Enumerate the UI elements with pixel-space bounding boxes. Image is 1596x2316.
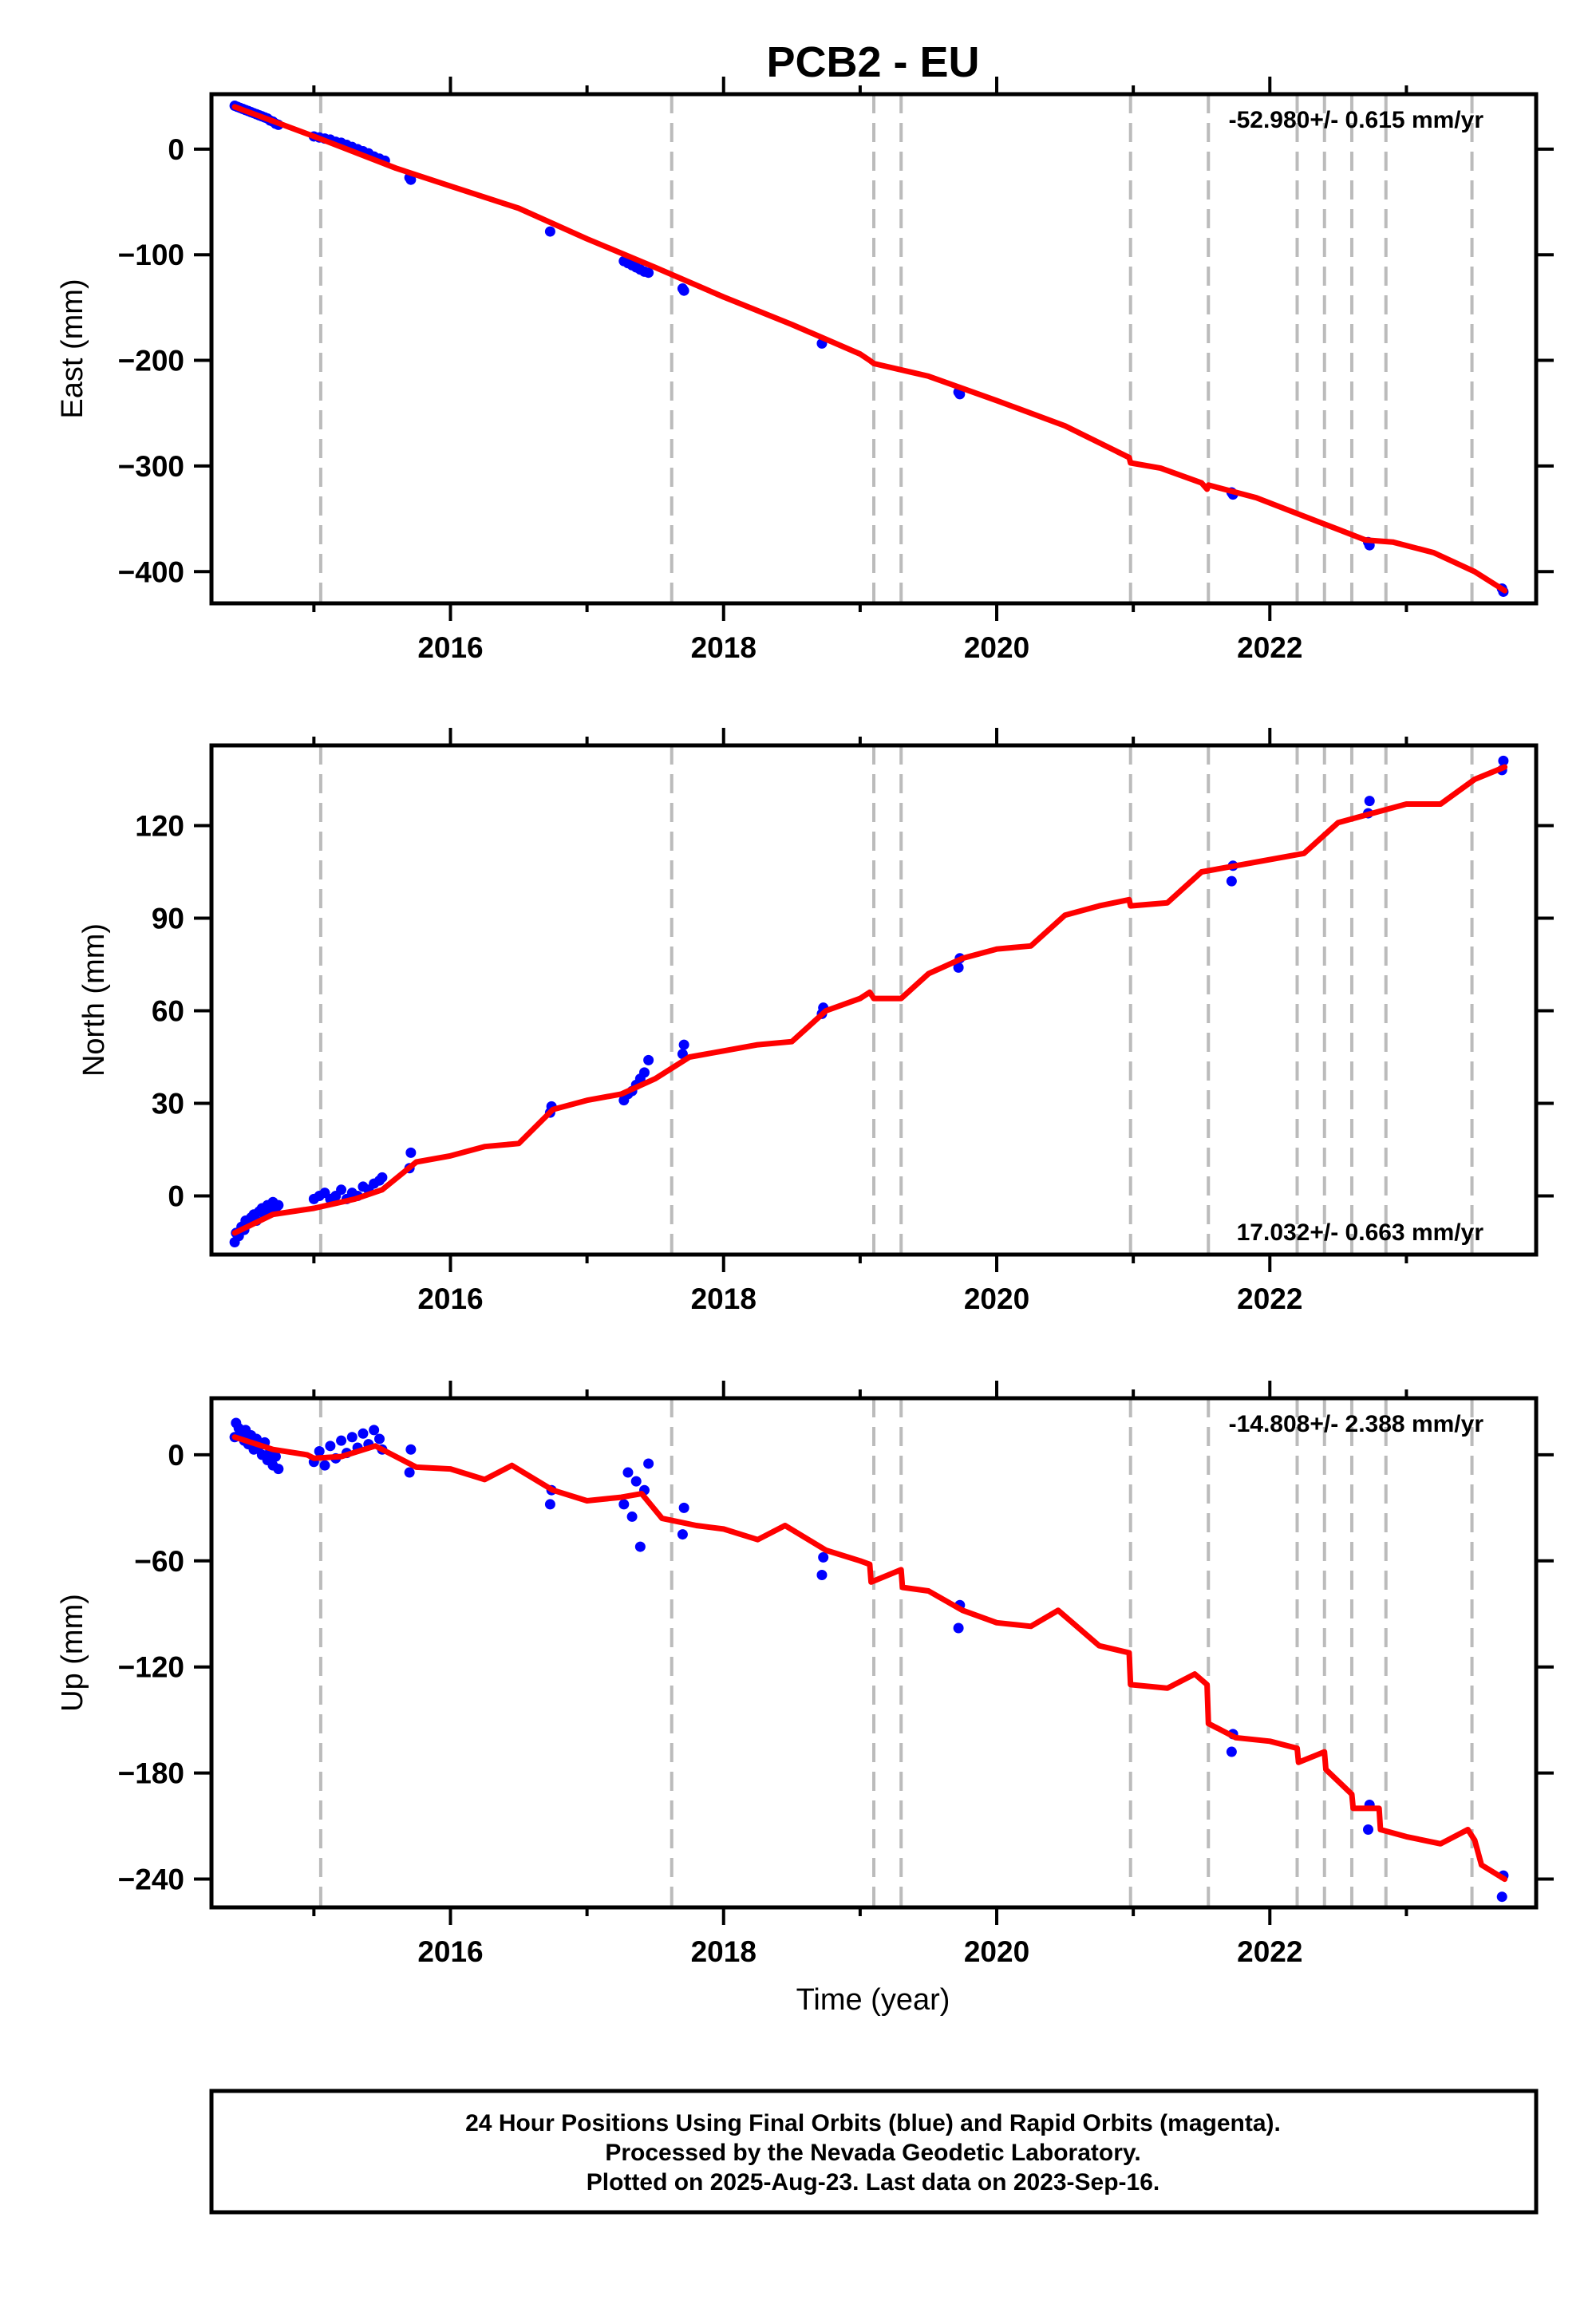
north-x-tick-label-0: 2016 (417, 1282, 483, 1315)
north-rate-label: 17.032+/- 0.663 mm/yr (1237, 1219, 1484, 1246)
up-data-point-20 (319, 1460, 330, 1471)
north-y-axis-label: North (mm) (77, 923, 111, 1077)
north-data-point-23 (336, 1184, 347, 1196)
up-data-point-36 (618, 1499, 630, 1510)
east-y-tick-label-2: −200 (118, 345, 184, 377)
east-y-tick-label-0: 0 (168, 133, 184, 166)
up-data-point-49 (1226, 1746, 1237, 1757)
east-data-point-33 (544, 226, 555, 237)
footer-line-2: Processed by the Nevada Geodetic Laborat… (605, 2140, 1140, 2166)
north-data-point-33 (405, 1147, 417, 1158)
up-data-point-51 (1363, 1824, 1374, 1836)
footer-box (209, 2089, 1539, 2215)
up-x-tick-label-2: 2020 (964, 1935, 1029, 1968)
east-y-tick-label-4: −400 (118, 555, 184, 588)
up-data-point-19 (314, 1445, 325, 1456)
north-data-point-41 (638, 1067, 650, 1078)
footer-line-3: Plotted on 2025-Aug-23. Last data on 202… (587, 2169, 1160, 2195)
east-rate-label: -52.980+/- 0.615 mm/yr (1229, 107, 1484, 133)
east-y-tick-label-3: −300 (118, 450, 184, 483)
north-y-tick-label-2: 60 (152, 995, 184, 1028)
east-model-line (231, 104, 1508, 594)
east-x-tick-label-1: 2018 (691, 631, 757, 664)
chart-panels: 2016 2018 2020 2022 0 −100 −200 −300 −400 East (m… (56, 77, 1554, 1968)
panel-north: 2016 2018 2020 2022 0 30 60 90 120 North (mm) 17.0… (77, 728, 1554, 1315)
north-x-tick-label-3: 2022 (1237, 1282, 1302, 1315)
east-data-point-45 (954, 389, 966, 400)
up-y-axis-label: Up (mm) (56, 1594, 89, 1712)
up-data-point-39 (630, 1476, 642, 1487)
footer-line-1: 24 Hour Positions Using Final Orbits (bl… (465, 2110, 1281, 2136)
east-data-point-42 (678, 285, 689, 296)
north-data-point-17 (273, 1199, 284, 1211)
up-data-point-25 (346, 1432, 358, 1443)
up-x-tick-label-1: 2018 (691, 1935, 757, 1968)
up-data-point-21 (325, 1441, 336, 1452)
north-y-tick-label-1: 30 (152, 1088, 184, 1120)
up-y-tick-label-1: −60 (134, 1545, 184, 1578)
north-x-tick-label-1: 2018 (691, 1282, 757, 1315)
panel-up: 2016 2018 2020 2022 0 −60 −120 −180 −240 Up (mm) -… (56, 1381, 1554, 1968)
up-data-point-23 (336, 1435, 347, 1446)
up-data-point-43 (677, 1529, 688, 1540)
up-plot-frame (209, 1396, 1539, 1910)
east-data-point-40 (643, 267, 654, 279)
north-data-point-47 (953, 962, 964, 973)
north-model-line (231, 764, 1508, 1236)
x-axis-label: Time (year) (796, 1983, 950, 2017)
up-x-tick-label-3: 2022 (1237, 1935, 1302, 1968)
north-y-tick-label-0: 0 (168, 1180, 184, 1213)
north-data-point-49 (1226, 875, 1237, 887)
up-data-point-45 (816, 1570, 828, 1581)
up-model-line (231, 1434, 1508, 1883)
up-x-tick-label-0: 2016 (417, 1935, 483, 1968)
up-data-point-47 (953, 1622, 964, 1634)
east-x-tick-label-2: 2020 (964, 631, 1029, 664)
figure-title: PCB2 - EU (766, 38, 979, 86)
up-data-point-53 (1496, 1891, 1507, 1903)
panel-east: 2016 2018 2020 2022 0 −100 −200 −300 −400 East (m… (56, 77, 1554, 664)
up-data-point-29 (369, 1425, 380, 1436)
up-y-tick-label-4: −240 (118, 1863, 184, 1896)
north-data-point-31 (377, 1172, 388, 1183)
up-data-point-17 (273, 1464, 284, 1475)
up-y-tick-label-2: −120 (118, 1651, 184, 1684)
up-data-point-46 (818, 1551, 829, 1563)
north-x-tick-label-2: 2020 (964, 1282, 1029, 1315)
up-data-point-44 (678, 1502, 689, 1513)
up-data-point-33 (405, 1444, 417, 1455)
up-y-tick-label-0: 0 (168, 1439, 184, 1472)
north-data-point-52 (1364, 796, 1375, 807)
up-data-point-30 (373, 1433, 385, 1445)
east-x-tick-label-3: 2022 (1237, 631, 1302, 664)
north-plot-frame (209, 743, 1539, 1257)
up-rate-label: -14.808+/- 2.388 mm/yr (1229, 1411, 1484, 1437)
up-y-tick-label-3: −180 (118, 1757, 184, 1790)
up-data-point-16 (270, 1451, 281, 1462)
east-plot-frame (209, 92, 1539, 606)
east-x-tick-label-0: 2016 (417, 631, 483, 664)
east-y-tick-label-1: −100 (118, 239, 184, 271)
north-y-tick-label-4: 120 (135, 810, 184, 843)
up-data-point-34 (544, 1499, 555, 1510)
up-data-point-38 (626, 1511, 638, 1522)
up-data-point-32 (404, 1467, 415, 1478)
up-data-point-27 (358, 1428, 369, 1439)
up-data-point-40 (634, 1541, 646, 1552)
north-data-point-54 (1498, 755, 1509, 766)
north-data-point-42 (643, 1054, 654, 1065)
up-data-point-37 (622, 1467, 634, 1478)
north-data-point-44 (678, 1039, 689, 1050)
north-y-tick-label-3: 90 (152, 903, 184, 935)
up-data-point-42 (643, 1458, 654, 1469)
east-data-point-32 (405, 174, 417, 185)
east-y-axis-label: East (mm) (56, 279, 89, 418)
